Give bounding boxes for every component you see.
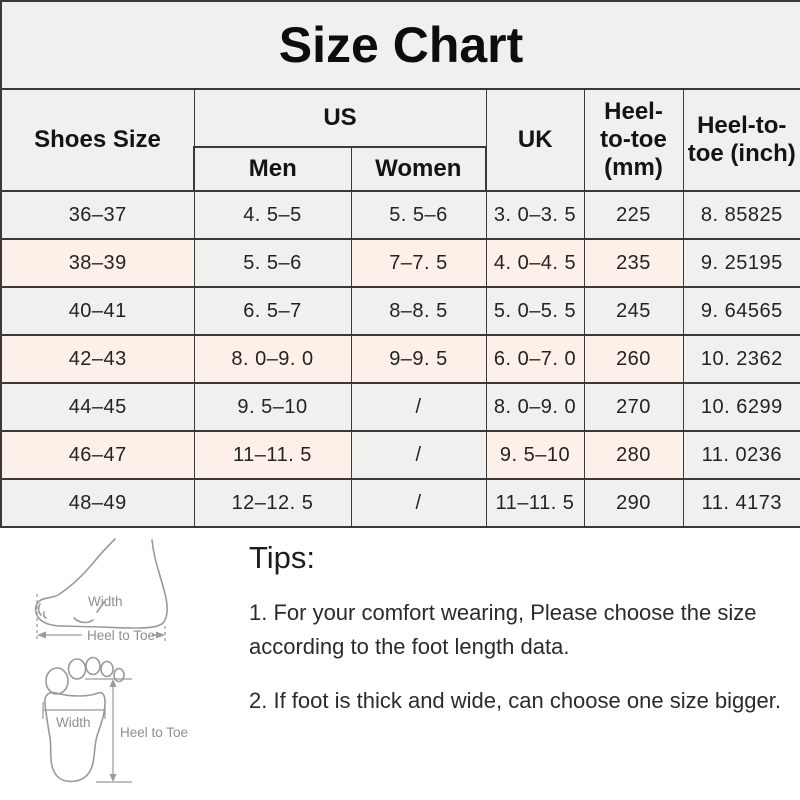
width-label: Width (88, 594, 123, 609)
width-label: Width (56, 715, 91, 730)
cell-uk: 3. 0–3. 5 (485, 190, 585, 240)
cell-heel-inch: 11. 0236 (682, 430, 800, 480)
foot-diagrams: Width Heel to Toe (0, 534, 245, 794)
header-men: Men (193, 146, 352, 192)
header-heel-mm-line2: to-toe (600, 126, 667, 153)
header-row-sub: Men Women (1, 146, 800, 192)
table-row: 42–43 8. 0–9. 0 9–9. 5 6. 0–7. 0 260 10.… (0, 334, 800, 384)
cell-us-men: 11–11. 5 (193, 430, 352, 480)
table-row: 44–45 9. 5–10 / 8. 0–9. 0 270 10. 6299 (0, 382, 800, 432)
cell-shoes-size: 42–43 (0, 334, 195, 384)
side-foot-diagram: Width Heel to Toe (34, 538, 169, 643)
cell-heel-inch: 10. 6299 (682, 382, 800, 432)
cell-shoes-size: 40–41 (0, 286, 195, 336)
header-heel-inch-line2: toe (inch) (687, 140, 796, 167)
cell-us-women: 7–7. 5 (350, 238, 487, 288)
header-row-top: Shoes Size US UK Heel- to-toe (mm) Heel-… (0, 88, 800, 192)
tip-item-1: 1. For your comfort wearing, Please choo… (249, 600, 757, 659)
cell-heel-inch: 10. 2362 (682, 334, 800, 384)
header-heel-mm-line1: Heel- (604, 98, 663, 125)
cell-heel-mm: 235 (583, 238, 684, 288)
cell-heel-mm: 290 (583, 478, 684, 528)
cell-uk: 8. 0–9. 0 (485, 382, 585, 432)
heel-to-toe-label: Heel to Toe (120, 725, 188, 740)
table-row: 38–39 5. 5–6 7–7. 5 4. 0–4. 5 235 9. 251… (0, 238, 800, 288)
table-row: 46–47 11–11. 5 / 9. 5–10 280 11. 0236 (0, 430, 800, 480)
tips-section: Tips: 1. For your comfort wearing, Pleas… (245, 534, 800, 794)
table-row: 36–37 4. 5–5 5. 5–6 3. 0–3. 5 225 8. 858… (0, 190, 800, 240)
header-shoes-size: Shoes Size (0, 88, 195, 192)
cell-us-men: 6. 5–7 (193, 286, 352, 336)
heel-to-toe-label: Heel to Toe (87, 628, 155, 643)
cell-shoes-size: 38–39 (0, 238, 195, 288)
cell-us-women: / (350, 478, 487, 528)
cell-us-women: 9–9. 5 (350, 334, 487, 384)
cell-shoes-size: 46–47 (0, 430, 195, 480)
cell-us-women: 8–8. 5 (350, 286, 487, 336)
cell-us-men: 4. 5–5 (193, 190, 352, 240)
header-heel-inch-line1: Heel-to- (697, 112, 787, 139)
header-uk: UK (485, 88, 585, 192)
cell-uk: 9. 5–10 (485, 430, 585, 480)
title-row: Size Chart (0, 0, 800, 90)
table-row: 48–49 12–12. 5 / 11–11. 5 290 11. 4173 (0, 478, 800, 528)
cell-us-men: 5. 5–6 (193, 238, 352, 288)
cell-heel-inch: 8. 85825 (682, 190, 800, 240)
cell-uk: 6. 0–7. 0 (485, 334, 585, 384)
cell-us-women: 5. 5–6 (350, 190, 487, 240)
cell-us-women: / (350, 382, 487, 432)
cell-shoes-size: 36–37 (0, 190, 195, 240)
tip-item-2: 2. If foot is thick and wide, can choose… (249, 688, 781, 713)
cell-us-men: 9. 5–10 (193, 382, 352, 432)
cell-shoes-size: 44–45 (0, 382, 195, 432)
cell-heel-inch: 11. 4173 (682, 478, 800, 528)
page-title: Size Chart (0, 0, 800, 90)
cell-uk: 11–11. 5 (485, 478, 585, 528)
header-us: US (193, 88, 487, 148)
cell-shoes-size: 48–49 (0, 478, 195, 528)
size-chart-table: Size Chart Shoes Size US UK Heel- to-toe… (0, 0, 800, 528)
cell-us-women: / (350, 430, 487, 480)
bottom-section: Width Heel to Toe (0, 534, 800, 794)
table-row: 40–41 6. 5–7 8–8. 5 5. 0–5. 5 245 9. 645… (0, 286, 800, 336)
cell-heel-mm: 270 (583, 382, 684, 432)
footprint-diagram: Width Heel to Toe (42, 656, 188, 783)
header-women: Women (350, 146, 487, 192)
cell-heel-mm: 280 (583, 430, 684, 480)
tips-heading: Tips: (249, 540, 316, 575)
cell-uk: 4. 0–4. 5 (485, 238, 585, 288)
cell-uk: 5. 0–5. 5 (485, 286, 585, 336)
header-heel-to-toe-mm: Heel- to-toe (mm) (583, 88, 684, 192)
header-heel-to-toe-inch: Heel-to- toe (inch) (682, 88, 800, 192)
header-heel-mm-line3: (mm) (604, 154, 663, 181)
cell-heel-mm: 245 (583, 286, 684, 336)
cell-us-men: 12–12. 5 (193, 478, 352, 528)
cell-us-men: 8. 0–9. 0 (193, 334, 352, 384)
cell-heel-inch: 9. 25195 (682, 238, 800, 288)
cell-heel-inch: 9. 64565 (682, 286, 800, 336)
cell-heel-mm: 225 (583, 190, 684, 240)
cell-heel-mm: 260 (583, 334, 684, 384)
